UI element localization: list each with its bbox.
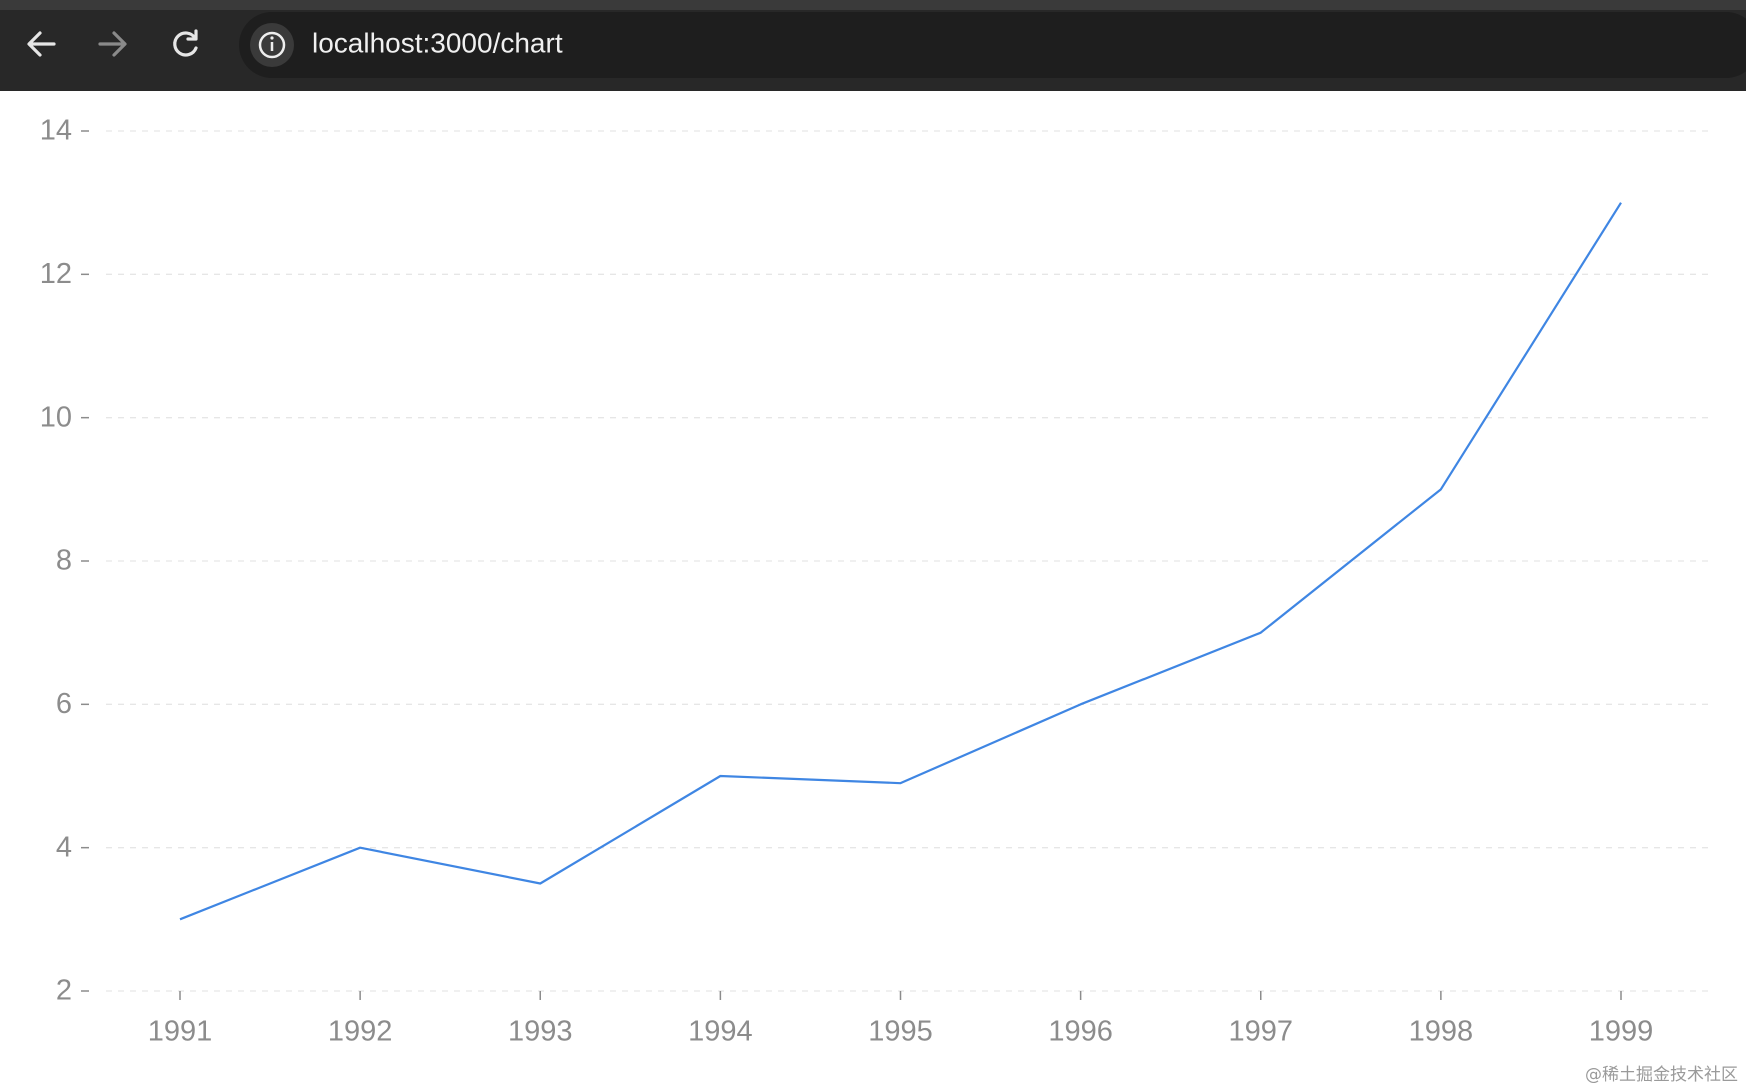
info-icon-dot xyxy=(270,36,274,40)
data-line xyxy=(179,202,1622,921)
browser-toolbar: localhost:3000/chart xyxy=(0,0,1746,91)
x-tick-label: 1995 xyxy=(868,1016,933,1048)
x-tick-label: 1996 xyxy=(1048,1016,1113,1048)
x-tick-label: 1994 xyxy=(688,1016,753,1048)
x-tick-label: 1992 xyxy=(328,1016,393,1048)
y-tick-label: 10 xyxy=(40,401,72,433)
y-tick-label: 14 xyxy=(40,115,72,147)
url-text: localhost:3000/chart xyxy=(312,27,563,58)
x-tick-label: 1991 xyxy=(148,1016,213,1048)
y-tick-label: 2 xyxy=(56,975,72,1007)
x-tick-label: 1997 xyxy=(1228,1016,1293,1048)
x-tick-label: 1998 xyxy=(1409,1016,1474,1048)
x-tick-label: 1993 xyxy=(508,1016,573,1048)
y-tick-label: 8 xyxy=(56,545,72,577)
back-button[interactable] xyxy=(27,31,56,57)
reload-button[interactable] xyxy=(173,29,198,57)
y-tick-label: 4 xyxy=(56,831,72,863)
address-bar[interactable] xyxy=(239,12,1746,78)
info-icon xyxy=(258,31,286,59)
watermark: @稀土掘金技术社区 xyxy=(1585,1065,1738,1085)
forward-button[interactable] xyxy=(98,31,127,57)
chart: 2 4 6 8 10 12 14 1991 1992 1993 1994 1995 1996 1997 19… xyxy=(40,115,1709,1048)
y-tick-label: 12 xyxy=(40,258,72,290)
x-tick-label: 1999 xyxy=(1589,1016,1654,1048)
y-tick-label: 6 xyxy=(56,688,72,720)
tab-strip xyxy=(0,0,1746,10)
